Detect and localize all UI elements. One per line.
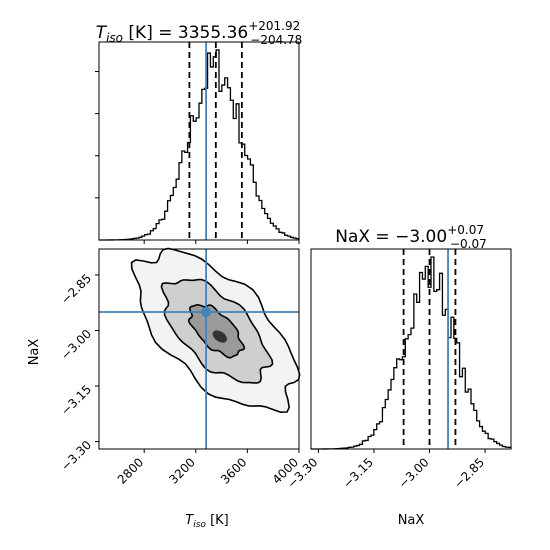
panel-2d-xtick-label: 2800 xyxy=(115,455,146,486)
panel-hist-t-iso xyxy=(95,41,300,244)
panel-2d-xtick-label: 3600 xyxy=(218,455,249,486)
panel-2d-ytick-label: −3.00 xyxy=(58,327,94,363)
panel-2d-frame xyxy=(98,248,300,450)
hist-nax-xtick-label: −3.00 xyxy=(396,455,432,491)
panel-2d-ytick-label: −3.15 xyxy=(58,382,94,418)
truth-point xyxy=(201,306,212,317)
hist-nax-hist-step xyxy=(310,256,512,450)
title-nax: NaX = −3.00+0.07 −0.07 xyxy=(335,223,487,251)
hist-nax-xtick-label: −3.15 xyxy=(340,455,376,491)
xlabel-nax: NaX xyxy=(398,513,425,528)
hist-nax-frame xyxy=(310,248,512,450)
panel-hist-nax: −3.30 −3.15 −3.00 −2.85 xyxy=(285,248,512,491)
hist-t-iso-hist-step xyxy=(98,49,300,241)
ylabel-nax: NaX xyxy=(27,339,42,366)
title-t-iso: Tiso [K] = 3355.36+201.92 −204.78 xyxy=(96,19,303,47)
panel-2d-xtick-label: 3200 xyxy=(166,455,197,486)
hist-nax-xtick-label: −2.85 xyxy=(451,455,487,491)
panel-2d-ytick-label: −3.30 xyxy=(58,438,94,474)
panel-2d-ytick-label: −2.85 xyxy=(58,271,94,307)
panel-2d-t-iso-nax: 2800 3200 3600 4000−3.30−3.15−3.00−2.85 xyxy=(58,247,301,487)
contour-core xyxy=(212,330,227,343)
xlabel-t-iso: Tiso [K] xyxy=(185,513,228,530)
hist-t-iso-frame xyxy=(98,41,300,241)
